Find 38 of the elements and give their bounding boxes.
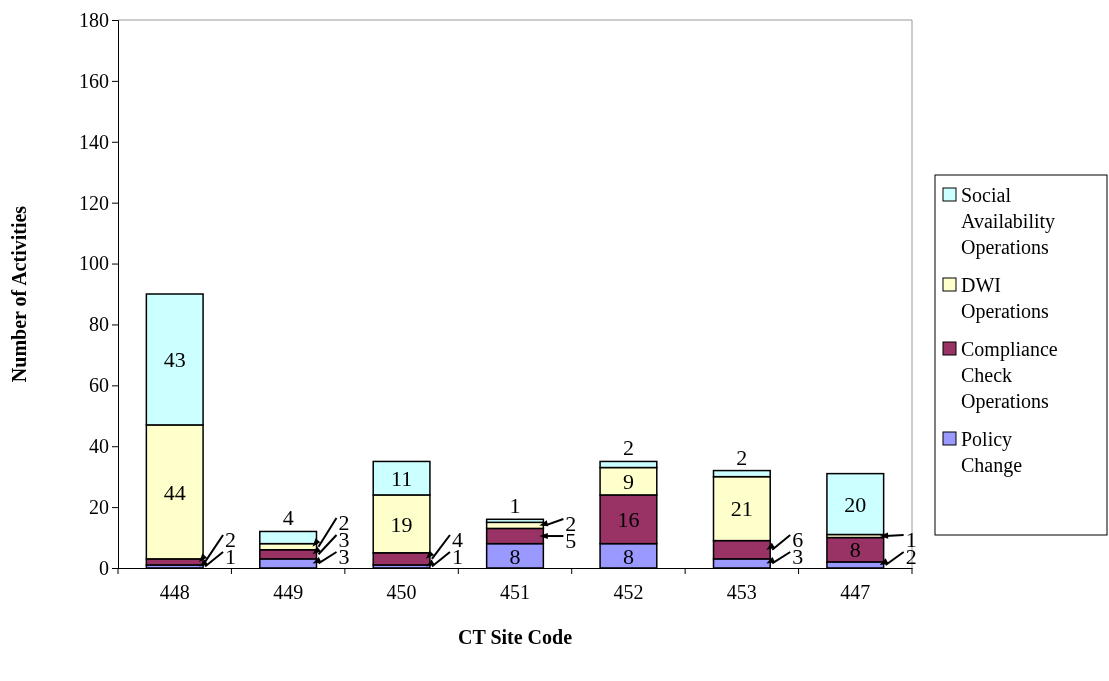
data-label: 8 — [849, 537, 861, 563]
y-tick-label: 120 — [79, 191, 109, 214]
legend-label: Compliance Check Operations — [961, 338, 1058, 413]
x-tick-label: 448 — [159, 581, 190, 603]
data-label: 20 — [844, 491, 867, 517]
data-label: 4 — [282, 505, 294, 531]
x-axis-title: CT Site Code — [457, 626, 573, 648]
legend-label: Social Availability Operations — [961, 184, 1056, 259]
y-axis-title: Number of Activities — [8, 205, 30, 383]
y-tick-label: 20 — [89, 496, 109, 519]
x-tick-label: 447 — [840, 581, 871, 603]
y-tick-label: 80 — [89, 313, 109, 336]
x-tick-label: 452 — [613, 581, 644, 603]
y-tick-label: 100 — [79, 252, 109, 275]
y-tick-label: 40 — [89, 435, 109, 458]
y-tick-label: 160 — [79, 69, 109, 92]
y-tick-label: 180 — [79, 8, 109, 31]
data-label: 9 — [622, 468, 634, 494]
x-tick-label: 451 — [500, 581, 530, 603]
y-tick-label: 60 — [89, 374, 109, 397]
data-label: 8 — [509, 543, 521, 569]
data-label: 8 — [622, 543, 634, 569]
x-tick-label: 449 — [273, 581, 304, 603]
data-label: 11 — [390, 465, 413, 491]
data-label: 43 — [163, 347, 186, 373]
data-label: 21 — [730, 496, 753, 522]
x-tick-label: 453 — [726, 581, 757, 603]
legend-label: DWI Operations — [961, 274, 1049, 323]
x-tick-label: 450 — [386, 581, 417, 603]
legend-label: Policy Change — [961, 428, 1023, 477]
y-tick-label: 0 — [99, 556, 109, 579]
data-label: 16 — [617, 506, 640, 532]
data-label: 19 — [390, 511, 413, 537]
data-label: 2 — [736, 444, 748, 470]
y-tick-label: 140 — [79, 130, 109, 153]
data-label: 2 — [622, 435, 634, 461]
data-label: 1 — [509, 493, 521, 519]
data-label: 44 — [163, 479, 186, 505]
